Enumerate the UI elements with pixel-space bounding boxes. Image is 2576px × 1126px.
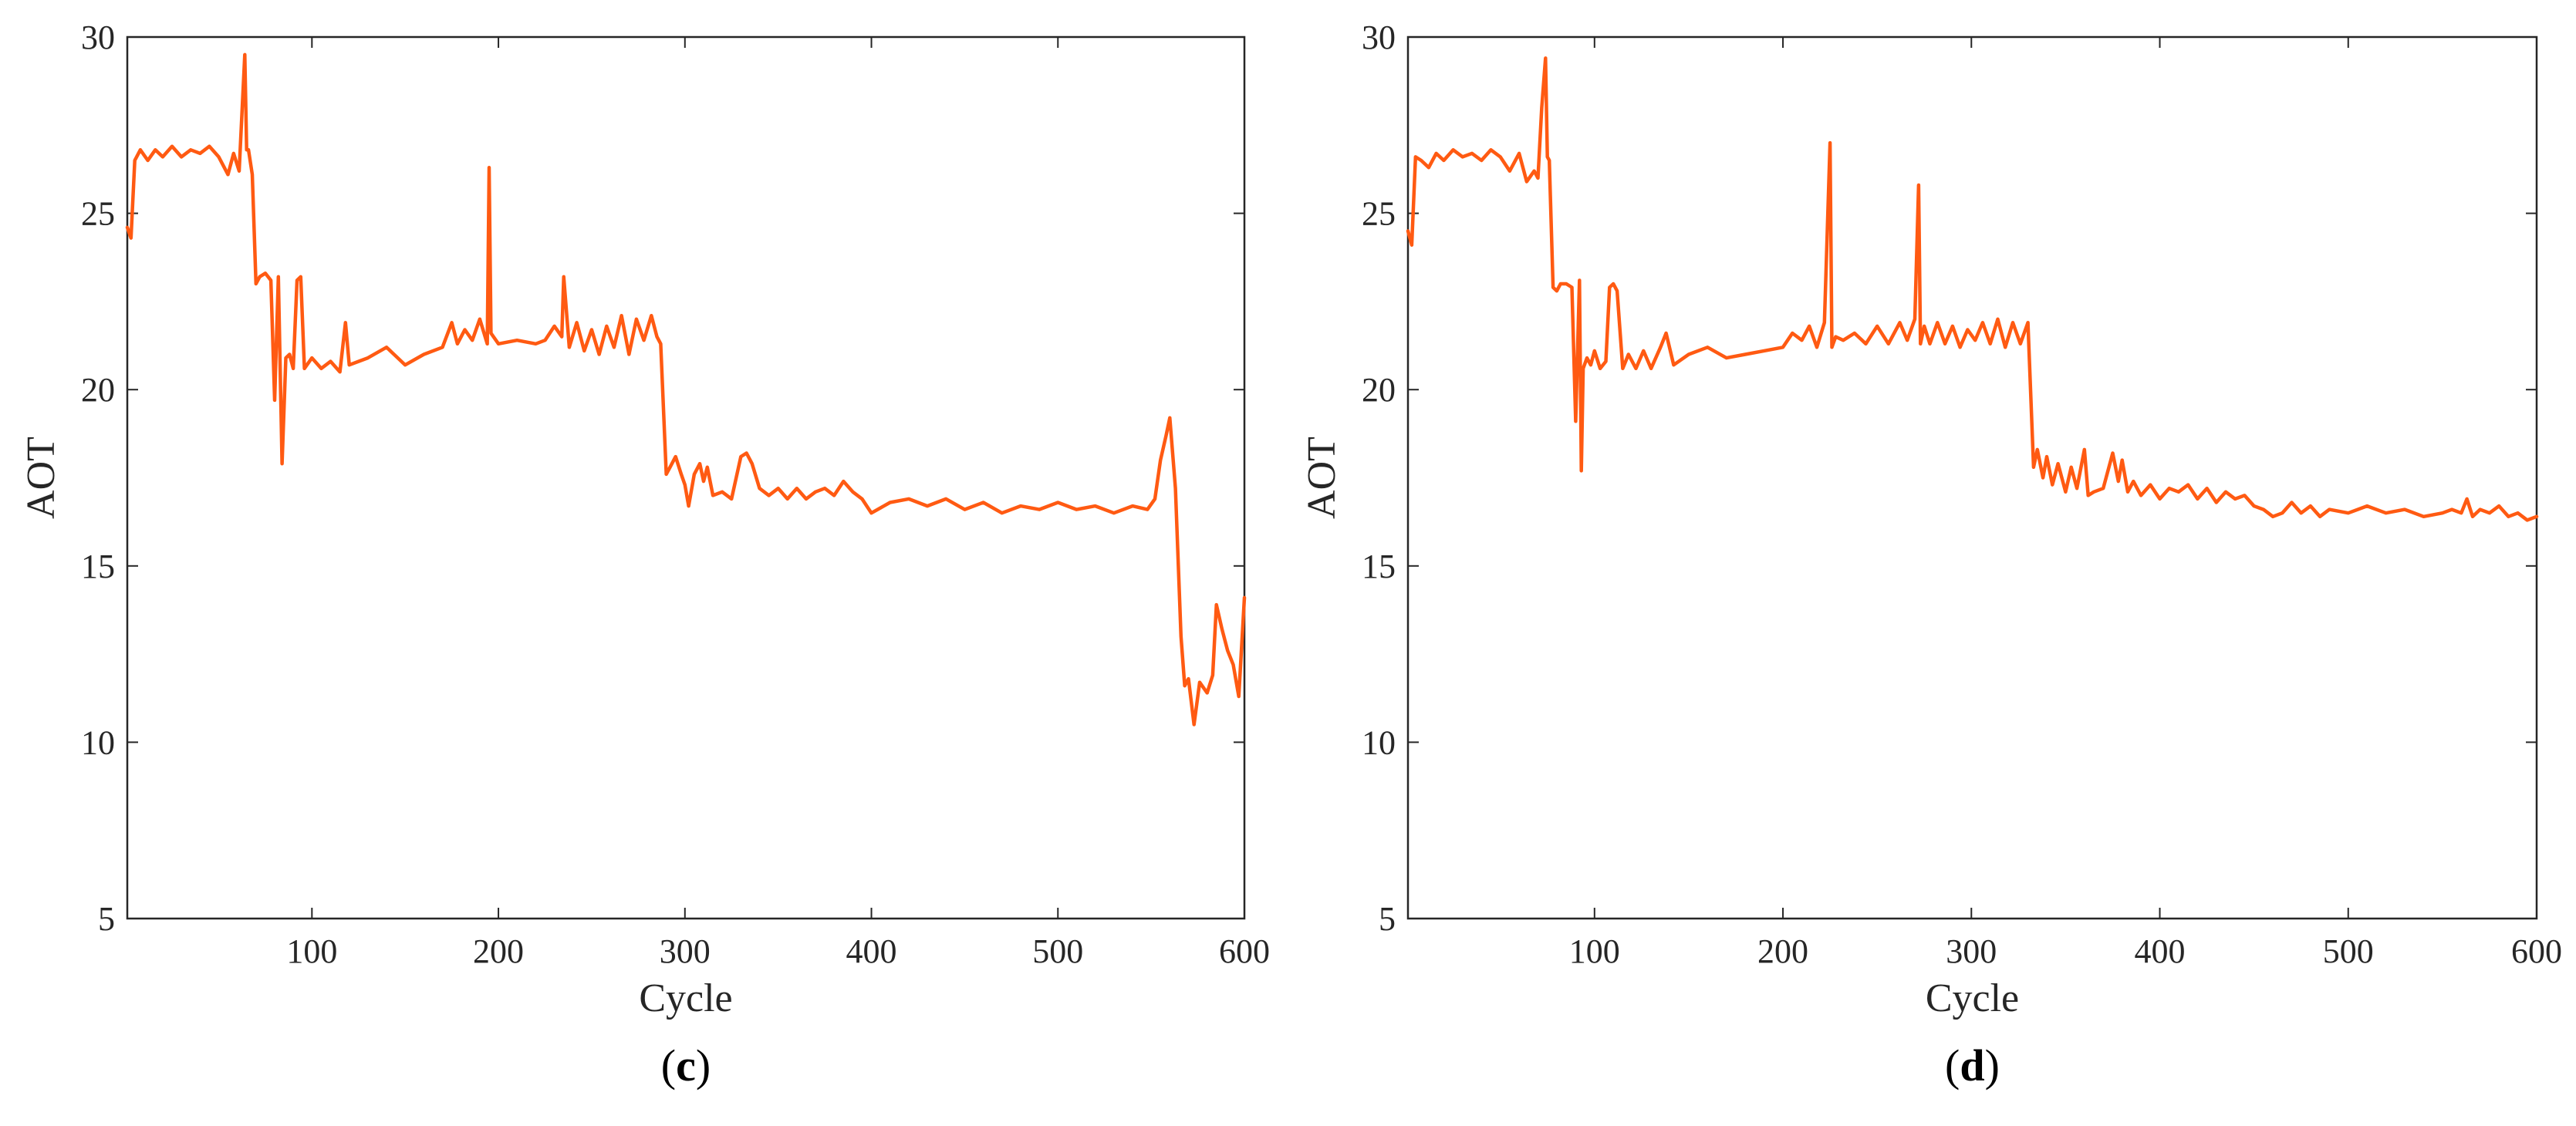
plot-area-frame [126, 35, 1246, 920]
x-tick-label: 100 [1569, 932, 1620, 970]
y-tick-label: 5 [98, 900, 115, 938]
y-tick-label: 20 [1362, 371, 1396, 409]
x-tick-label: 100 [286, 932, 337, 970]
series-line [125, 52, 1247, 727]
panel-label: (d) [1945, 1040, 2000, 1091]
y-tick-label: 20 [81, 371, 115, 409]
x-tick-label: 200 [1757, 932, 1808, 970]
y-axis-label: AOT [1300, 437, 1344, 519]
x-tick-label: 300 [1946, 932, 1997, 970]
x-tick-label: 300 [660, 932, 711, 970]
x-tick-label: 500 [2323, 932, 2374, 970]
y-tick-label: 25 [1362, 195, 1396, 233]
y-tick-label: 15 [1362, 548, 1396, 585]
series-line [1406, 56, 2539, 522]
panel-label: (c) [661, 1040, 711, 1091]
panel-letter: d [1960, 1040, 1984, 1091]
plot-area-frame [1406, 35, 2538, 920]
y-tick-label: 10 [1362, 723, 1396, 761]
chart-panel-c: 100 200 300 400 500 600 5 10 15 20 25 30 Cycle AOT (c) [19, 19, 1270, 1091]
x-tick-label: 400 [2135, 932, 2186, 970]
x-tick-label: 600 [1219, 932, 1270, 970]
y-tick-label: 15 [81, 548, 115, 585]
x-tick-label: 500 [1032, 932, 1083, 970]
x-tick-label: 400 [846, 932, 897, 970]
y-tick-label: 5 [1379, 900, 1396, 938]
x-tick-label: 200 [473, 932, 524, 970]
y-tick-label: 30 [1362, 19, 1396, 56]
x-axis-label: Cycle [1926, 976, 2019, 1020]
x-axis-label: Cycle [639, 976, 732, 1020]
y-tick-label: 10 [81, 723, 115, 761]
y-tick-label: 30 [81, 19, 115, 56]
x-tick-label: 600 [2511, 932, 2562, 970]
y-tick-label: 25 [81, 195, 115, 233]
chart-panel-d: 100 200 300 400 500 600 5 10 15 20 25 30 Cycle AOT (d) [1300, 19, 2562, 1091]
y-axis-label: AOT [19, 437, 63, 519]
panel-letter: c [676, 1040, 696, 1091]
